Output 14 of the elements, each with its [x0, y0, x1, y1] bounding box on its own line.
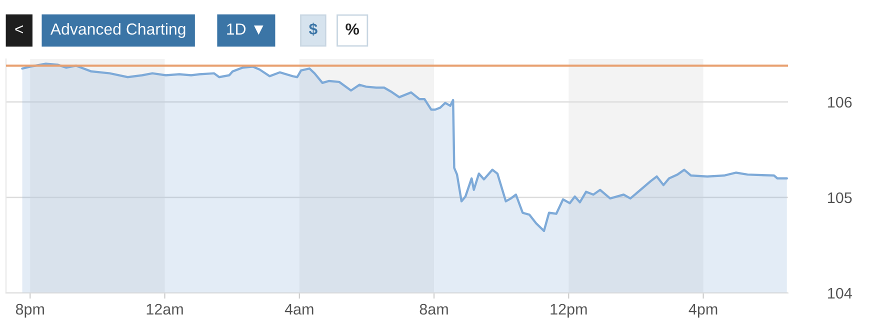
- y-tick-label: 105: [828, 192, 852, 204]
- text: <: [15, 25, 24, 34]
- text: Advanced Charting: [50, 23, 186, 38]
- x-tick-label: 4pm: [688, 304, 718, 318]
- x-tick-label: 8am: [420, 304, 448, 315]
- y-tick-label: 104: [828, 288, 852, 299]
- text: $: [308, 22, 318, 36]
- x-tick-label: 12am: [146, 304, 183, 315]
- text: 1D ▼: [227, 24, 264, 35]
- y-tick-label: 106: [828, 96, 852, 108]
- x-tick-label: 8pm: [16, 304, 44, 318]
- x-tick-label: 12pm: [550, 304, 587, 318]
- x-tick-label: 4am: [284, 304, 314, 315]
- text: %: [346, 23, 360, 35]
